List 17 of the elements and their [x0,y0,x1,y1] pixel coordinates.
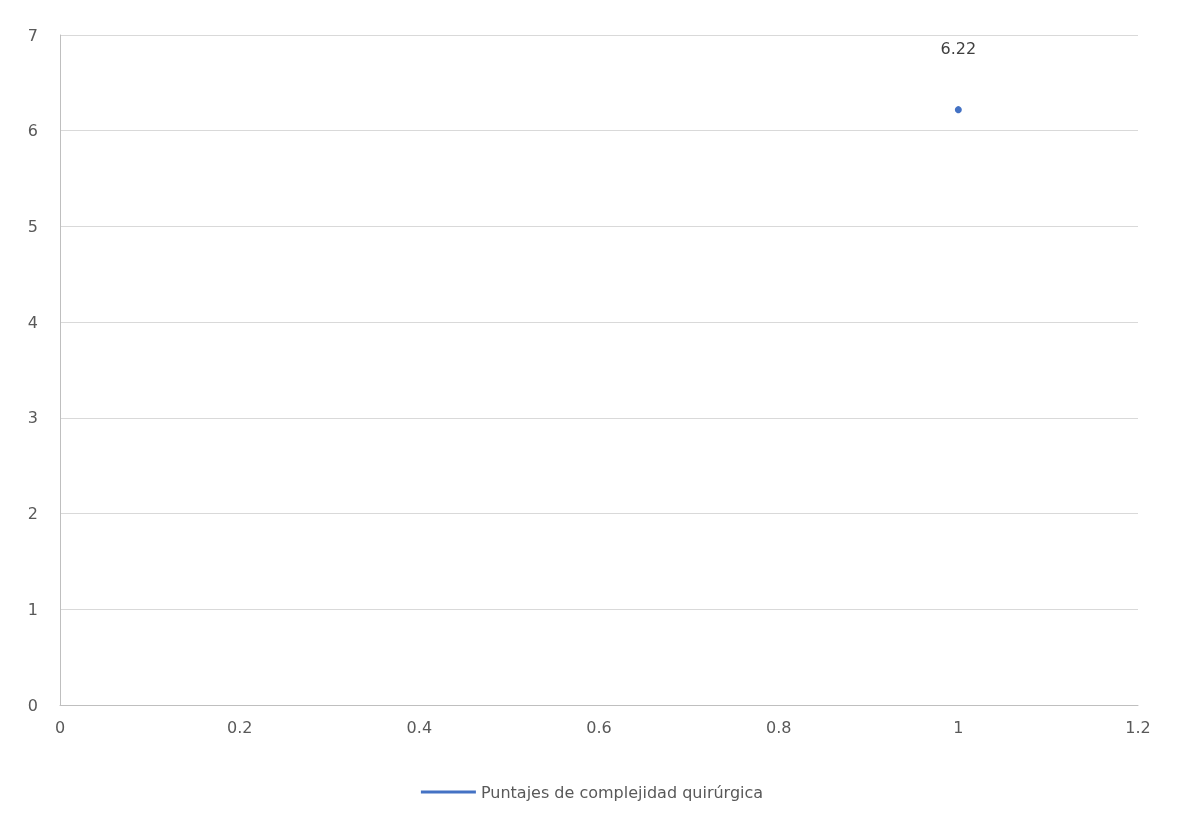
y-tick-label: 6 [27,121,38,141]
y-tick-label: 7 [27,25,38,45]
x-tick-label: 1.2 [1125,717,1151,737]
x-tick-label: 0.6 [586,717,612,737]
y-tick-label: 1 [27,599,38,619]
x-tick-label: 0.4 [406,717,433,737]
data-label: 6.22 [940,38,977,58]
legend-label: Puntajes de complejidad quirúrgica [480,782,764,802]
x-tick-label: 0.2 [226,717,253,737]
y-tick-label: 3 [27,408,38,428]
y-tick-label: 2 [27,504,38,524]
y-tick-label: 4 [27,312,38,332]
y-tick-label: 5 [27,216,38,236]
x-tick-label: 0 [54,717,66,737]
x-tick-label: 1 [953,717,964,737]
x-tick-label: 0.8 [765,717,792,737]
y-tick-label: 0 [27,695,38,715]
